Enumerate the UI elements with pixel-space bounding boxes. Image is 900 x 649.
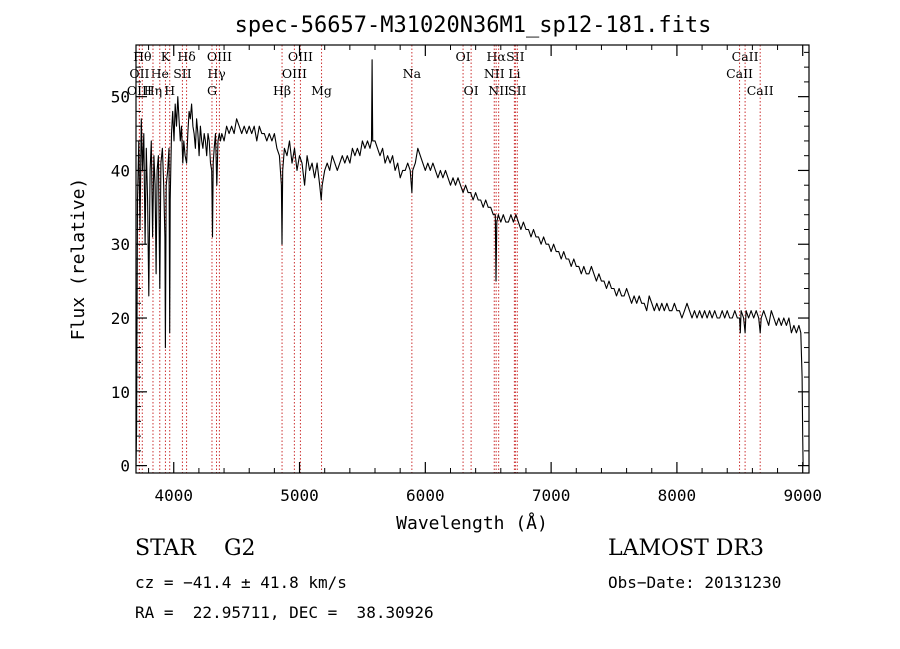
- line-marker-label: Hα: [486, 49, 506, 64]
- line-marker-label: K: [161, 49, 171, 64]
- plot-frame: [135, 44, 810, 474]
- line-marker-label: He: [151, 66, 169, 81]
- line-marker-label: NII: [488, 83, 509, 98]
- y-tick-label: 10: [111, 383, 130, 402]
- line-marker-label: SII: [506, 49, 525, 64]
- x-tick-label: 4000: [154, 486, 193, 505]
- line-marker-label: OIII: [282, 66, 307, 81]
- x-tick-label: 9000: [783, 486, 822, 505]
- y-tick-label: 40: [111, 161, 130, 180]
- line-marker-label: SII: [173, 66, 192, 81]
- spectrum-line: [135, 59, 804, 466]
- line-marker-label: H: [164, 83, 175, 98]
- axes: 4000 5000 6000 7000 8000 9000 0 10 20 30 40 50: [111, 45, 822, 505]
- line-marker-label: OIII: [207, 49, 232, 64]
- x-tick-label: 7000: [532, 486, 571, 505]
- y-tick-label: 30: [111, 235, 130, 254]
- x-tick-label: 8000: [658, 486, 697, 505]
- coordinates: RA = 22.95711, DEC = 38.30926: [135, 603, 434, 622]
- redshift-cz: cz = −41.4 ± 41.8 km/s: [135, 573, 347, 592]
- chart-title: spec-56657-M31020N36M1_sp12-181.fits: [235, 13, 712, 38]
- line-marker-label: Na: [403, 66, 422, 81]
- x-tick-label: 6000: [406, 486, 445, 505]
- line-marker-label: CaII: [747, 83, 774, 98]
- line-marker-label: Mg: [311, 83, 332, 98]
- line-marker-label: CaII: [726, 66, 753, 81]
- object-type: STAR G2: [135, 536, 256, 561]
- survey-name: LAMOST DR3: [608, 536, 764, 561]
- x-axis-label: Wavelength (Å): [396, 512, 548, 534]
- spectrum-group: [135, 59, 804, 466]
- line-marker-label: Li: [508, 66, 520, 81]
- line-marker-label: Hδ: [177, 49, 195, 64]
- line-marker-label: G: [207, 83, 217, 98]
- line-marker-label: CaII: [732, 49, 759, 64]
- line-marker-label: Hη: [144, 83, 162, 98]
- line-marker-label: OIII: [127, 83, 152, 98]
- line-marker-label: OI: [455, 49, 470, 64]
- line-marker-label: SII: [508, 83, 527, 98]
- x-tick-label: 5000: [280, 486, 319, 505]
- y-tick-label: 50: [111, 88, 130, 107]
- y-tick-label: 20: [111, 309, 130, 328]
- line-marker-label: NII: [484, 66, 505, 81]
- line-marker-label: OIII: [288, 49, 313, 64]
- y-tick-label: 0: [120, 457, 130, 476]
- y-axis-label: Flux (relative): [68, 178, 89, 341]
- line-marker-label: Hγ: [207, 66, 225, 81]
- line-marker-label: Hβ: [273, 83, 291, 98]
- line-marker-label: OI: [464, 83, 479, 98]
- obs-date: Obs−Date: 20131230: [608, 573, 782, 592]
